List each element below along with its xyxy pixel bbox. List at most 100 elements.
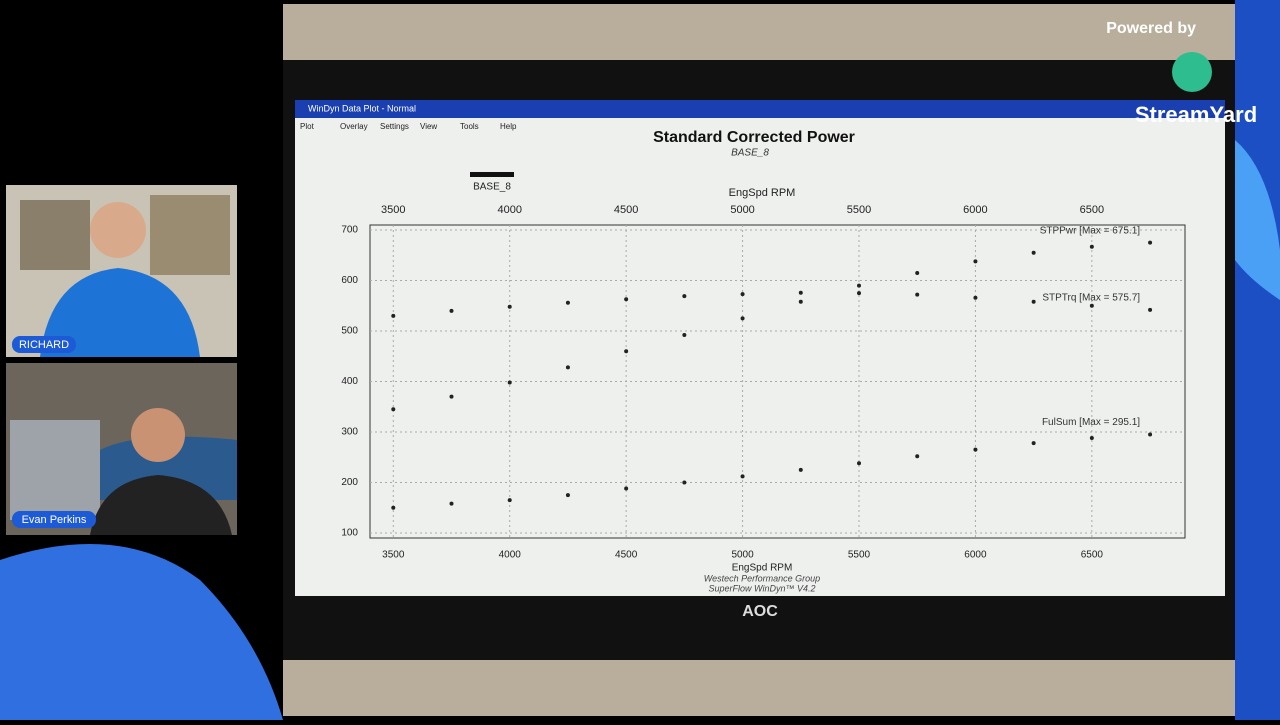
x-tick-label: 4000 — [499, 550, 522, 561]
window-title: WinDyn Data Plot - Normal — [308, 103, 416, 113]
y-tick-label: 300 — [341, 427, 358, 438]
data-point — [391, 313, 396, 318]
data-point — [740, 474, 745, 479]
data-point — [1031, 441, 1036, 446]
data-point — [1031, 299, 1036, 304]
powered-by: Powered by — [1106, 20, 1196, 37]
data-point — [449, 501, 454, 506]
footer: SuperFlow WinDyn™ V4.2 — [709, 583, 816, 593]
legend-swatch — [470, 172, 514, 177]
data-point — [682, 333, 687, 338]
x-tick-label: 6000 — [964, 550, 987, 561]
data-point — [857, 461, 861, 466]
data-point — [507, 498, 512, 503]
data-point — [1031, 250, 1036, 255]
data-point — [1089, 244, 1094, 249]
participant-name: Evan Perkins — [22, 514, 87, 526]
data-point — [565, 300, 570, 305]
data-point — [915, 292, 920, 297]
x-tick-label-top: 5000 — [730, 204, 754, 216]
footer: Westech Performance Group — [704, 573, 820, 583]
x-tick-label-top: 3500 — [381, 204, 405, 216]
series-annotation: STPTrq [Max = 575.7] — [1042, 292, 1140, 303]
x-axis-label-top: EngSpd RPM — [729, 187, 796, 199]
data-point — [740, 316, 745, 321]
x-axis-label: EngSpd RPM — [732, 563, 793, 574]
menu-item: View — [420, 122, 437, 131]
bookshelf — [20, 200, 90, 270]
data-point — [449, 308, 454, 313]
data-point — [857, 291, 861, 296]
data-point — [915, 270, 920, 275]
data-point — [1148, 307, 1153, 312]
y-tick-label: 400 — [341, 376, 358, 387]
chart: Standard Corrected Power BASE_8 EngSpd R… — [341, 129, 1186, 593]
data-point — [391, 407, 396, 412]
data-point — [973, 259, 978, 264]
data-point — [391, 505, 396, 510]
screen — [295, 118, 1225, 596]
person-shirt — [90, 475, 232, 535]
legend-label: BASE_8 — [473, 182, 511, 193]
person-shirt — [40, 268, 200, 357]
brand: StreamYard — [1135, 102, 1257, 127]
menu-item: Help — [500, 122, 517, 131]
data-point — [507, 304, 512, 309]
data-point — [798, 290, 803, 295]
data-point — [798, 467, 803, 472]
wave — [0, 544, 283, 720]
data-point — [740, 292, 745, 297]
x-tick-label-top: 6000 — [963, 204, 987, 216]
name-badge — [12, 511, 96, 528]
menu-item: Tools — [460, 122, 479, 131]
monitor-brand: AOC — [742, 603, 778, 620]
x-tick-label: 6500 — [1081, 550, 1104, 561]
x-tick-label: 4500 — [615, 550, 638, 561]
x-tick-label: 5500 — [848, 550, 871, 561]
name-badge — [12, 336, 76, 353]
series-annotation: STPPwr [Max = 675.1] — [1040, 225, 1141, 236]
person-head — [90, 202, 146, 258]
bookshelf — [150, 195, 230, 275]
chart-title: Standard Corrected Power — [653, 129, 855, 146]
x-tick-label-top: 6500 — [1080, 204, 1104, 216]
menu-bar: Plot Overlay Settings View Tools Help — [300, 122, 517, 131]
series-annotation: FulSum [Max = 295.1] — [1042, 417, 1140, 428]
x-tick-label-top: 5500 — [847, 204, 871, 216]
data-point — [1148, 240, 1153, 245]
wave-right-light — [1235, 140, 1280, 300]
x-tick-label-top: 4500 — [614, 204, 638, 216]
data-point — [1148, 432, 1153, 437]
y-tick-label: 100 — [341, 528, 358, 539]
data-point — [973, 447, 978, 452]
y-tick-label: 600 — [341, 275, 358, 286]
data-point — [565, 365, 570, 370]
y-tick-label: 200 — [341, 477, 358, 488]
data-point — [857, 283, 861, 288]
data-point — [915, 454, 920, 459]
person-head — [131, 408, 185, 462]
data-point — [1089, 303, 1094, 308]
y-tick-label: 700 — [341, 225, 358, 236]
x-tick-label: 5000 — [731, 550, 754, 561]
data-point — [1089, 436, 1094, 441]
data-point — [565, 493, 570, 498]
x-tick-label: 3500 — [382, 550, 405, 561]
data-point — [624, 349, 629, 354]
logo — [1172, 52, 1212, 92]
data-point — [624, 486, 629, 491]
data-point — [682, 480, 687, 485]
participant-name: RICHARD — [19, 339, 69, 351]
data-point — [624, 297, 629, 302]
data-point — [507, 380, 512, 385]
window-titlebar — [295, 100, 1225, 118]
data-point — [798, 299, 803, 304]
engine — [10, 420, 100, 520]
data-point — [682, 294, 687, 299]
menu-item: Plot — [300, 122, 315, 131]
menu-item: Overlay — [340, 122, 368, 131]
y-tick-label: 500 — [341, 326, 358, 337]
data-point — [973, 295, 978, 300]
